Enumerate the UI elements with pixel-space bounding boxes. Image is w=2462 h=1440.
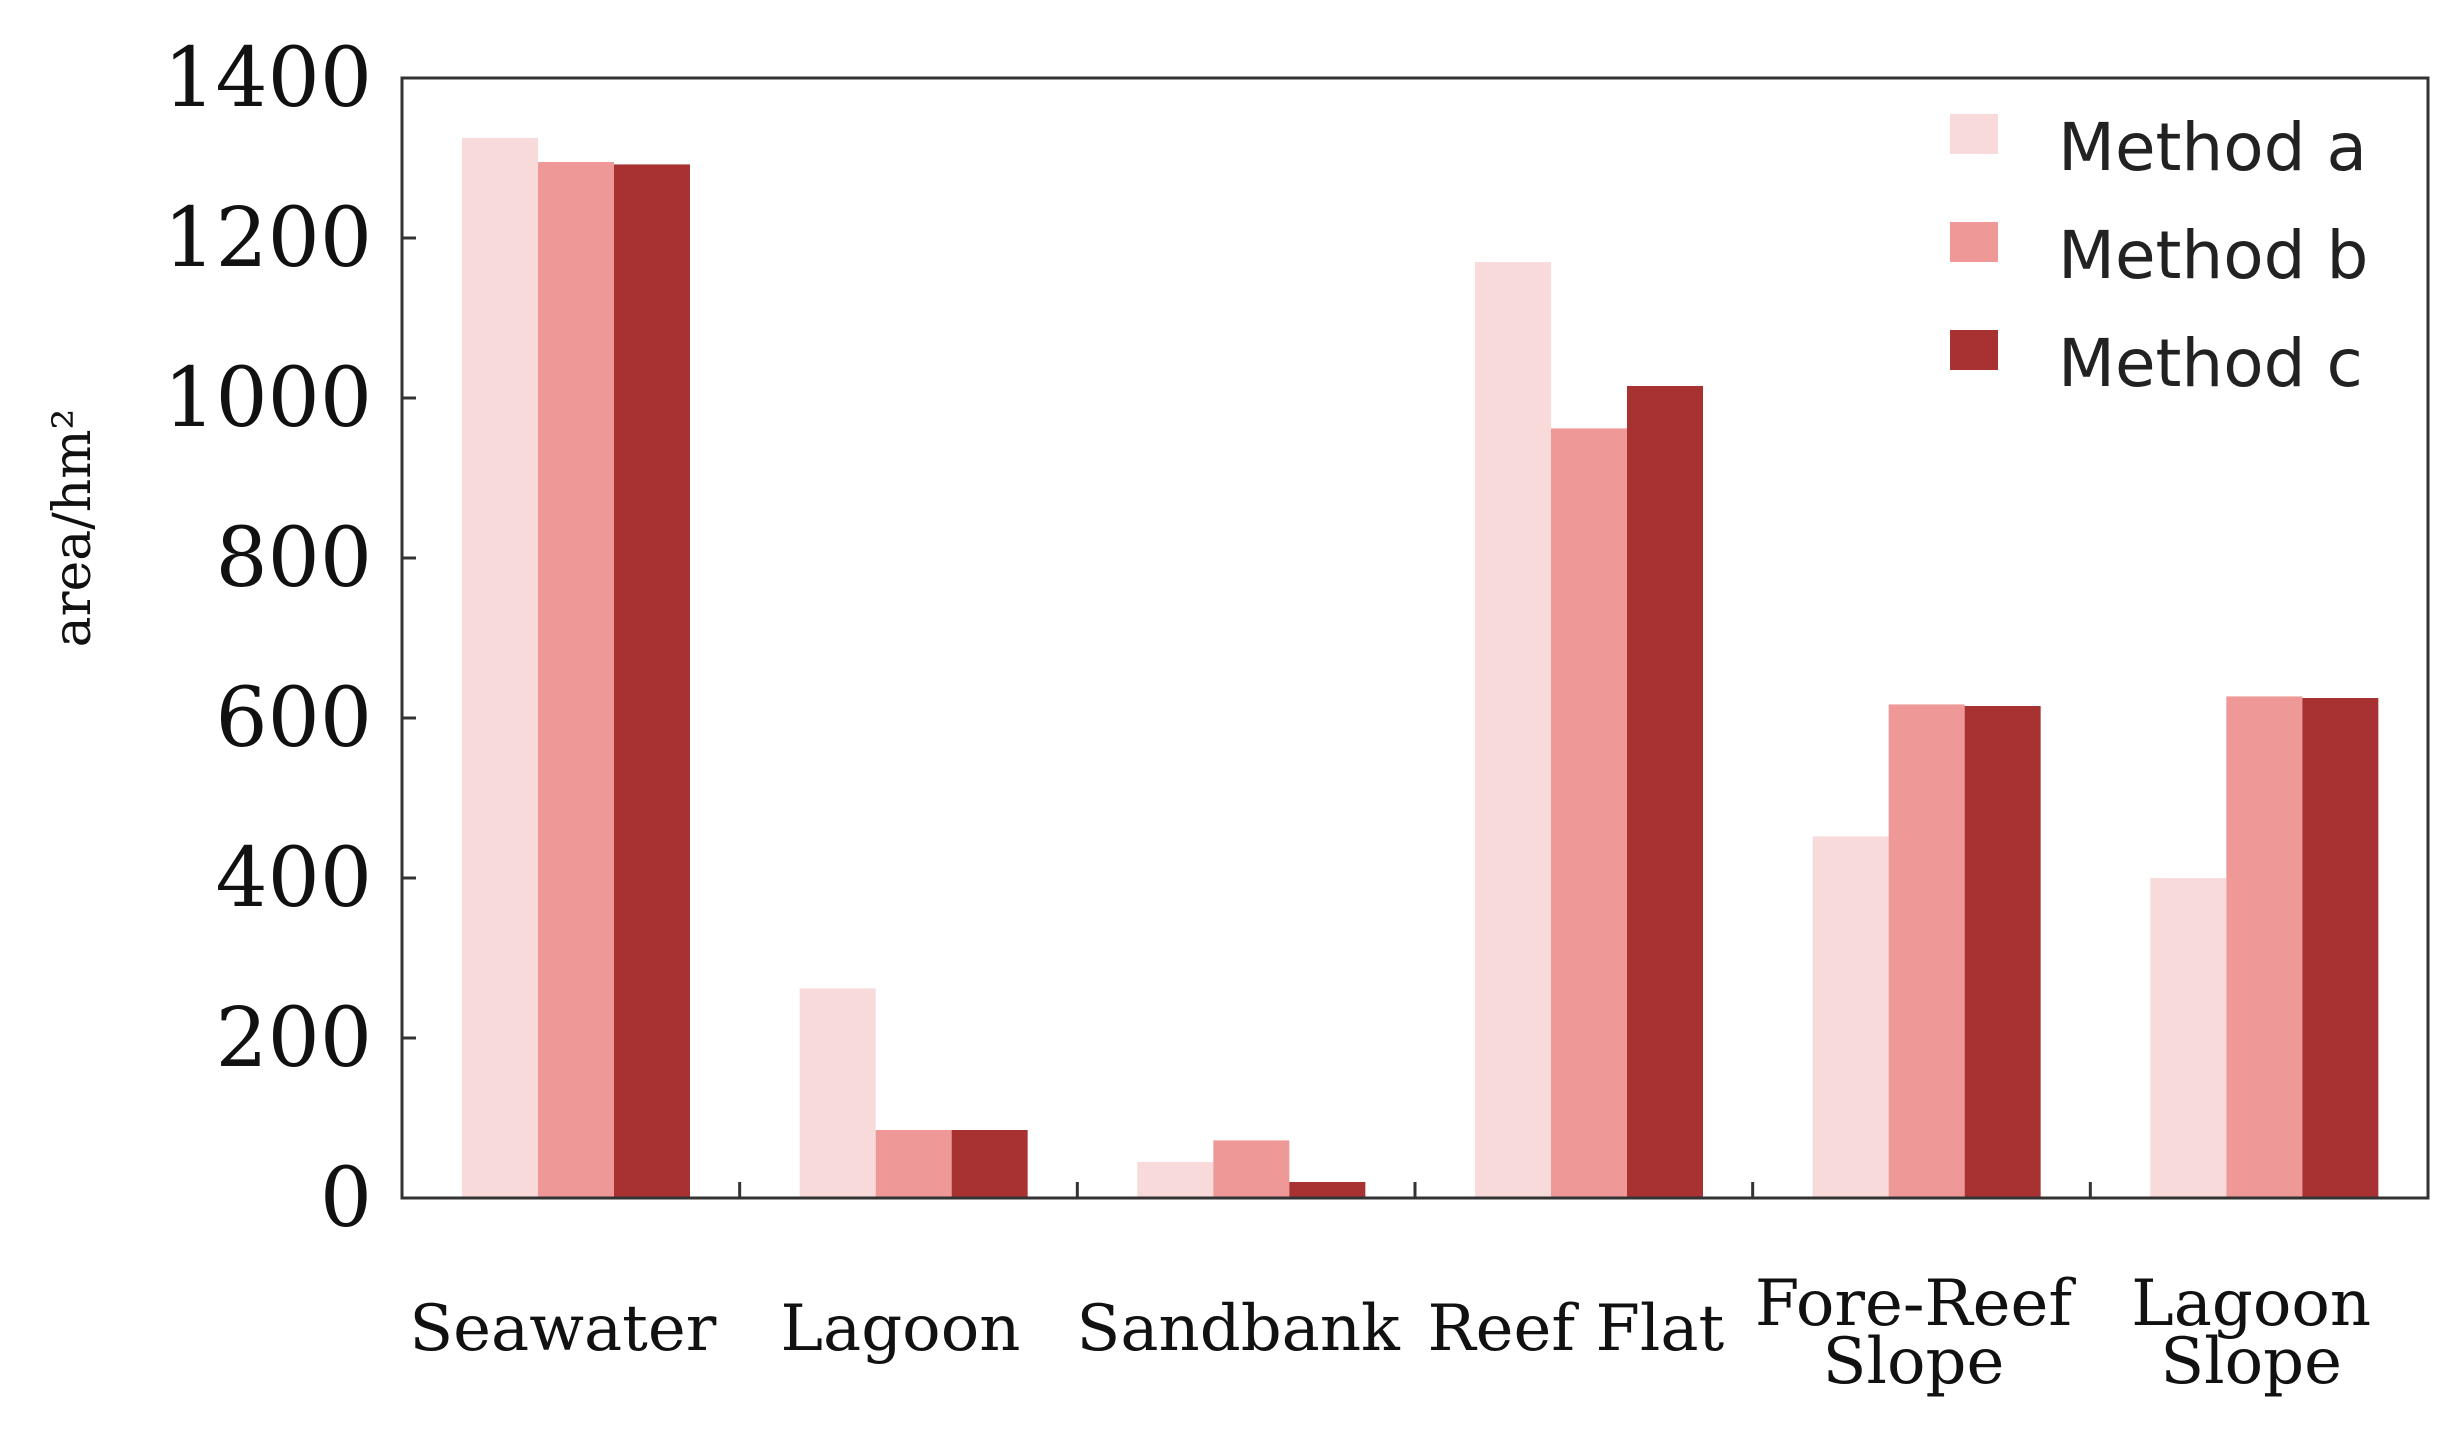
- bar-method-c-3: [1627, 386, 1703, 1198]
- bar-method-b-0: [538, 162, 614, 1198]
- y-tick-label: 600: [215, 671, 372, 766]
- legend-swatch: [1950, 114, 1998, 154]
- legend-swatch: [1950, 330, 1998, 370]
- bar-method-a-5: [2150, 878, 2227, 1198]
- bar-method-c-5: [2302, 698, 2379, 1198]
- bar-method-b-4: [1888, 704, 1965, 1198]
- x-category-label: Fore-Reef: [1755, 1267, 2076, 1341]
- y-tick-label: 1000: [163, 351, 372, 446]
- bar-method-b-5: [2226, 696, 2303, 1198]
- bar-method-b-2: [1213, 1140, 1290, 1198]
- legend-label: Method a: [2058, 109, 2367, 186]
- bar-method-c-2: [1289, 1182, 1366, 1198]
- x-category-label: Lagoon: [2131, 1267, 2371, 1341]
- bar-method-b-3: [1551, 428, 1627, 1198]
- bar-method-a-2: [1137, 1162, 1214, 1198]
- bar-method-c-0: [614, 164, 690, 1198]
- y-tick-label: 1200: [163, 191, 372, 286]
- x-category-label: Sandbank: [1077, 1292, 1402, 1366]
- legend-label: Method c: [2058, 325, 2363, 402]
- x-category-label: Slope: [1823, 1325, 2005, 1399]
- x-category-label: Lagoon: [781, 1292, 1021, 1366]
- bar-method-a-1: [799, 988, 876, 1198]
- bar-method-a-3: [1475, 262, 1551, 1198]
- y-tick-label: 0: [320, 1151, 372, 1246]
- bar-method-a-4: [1812, 836, 1889, 1198]
- y-tick-label: 1400: [163, 31, 372, 126]
- bar-method-c-1: [951, 1130, 1028, 1198]
- legend-swatch: [1950, 222, 1998, 262]
- y-tick-label: 200: [215, 991, 372, 1086]
- x-category-label: Reef Flat: [1427, 1292, 1724, 1366]
- y-tick-label: 800: [215, 511, 372, 606]
- y-axis-label: area/hm²: [43, 409, 103, 648]
- legend-label: Method b: [2058, 217, 2368, 294]
- x-category-label: Seawater: [409, 1292, 716, 1366]
- legend: Method a Method b Method c: [1950, 109, 2368, 402]
- bar-method-b-1: [875, 1130, 952, 1198]
- bar-method-c-4: [1964, 706, 2041, 1198]
- bar-method-a-0: [462, 138, 538, 1198]
- y-tick-label: 400: [215, 831, 372, 926]
- x-category-label: Slope: [2160, 1325, 2342, 1399]
- bars-group: [462, 138, 2379, 1198]
